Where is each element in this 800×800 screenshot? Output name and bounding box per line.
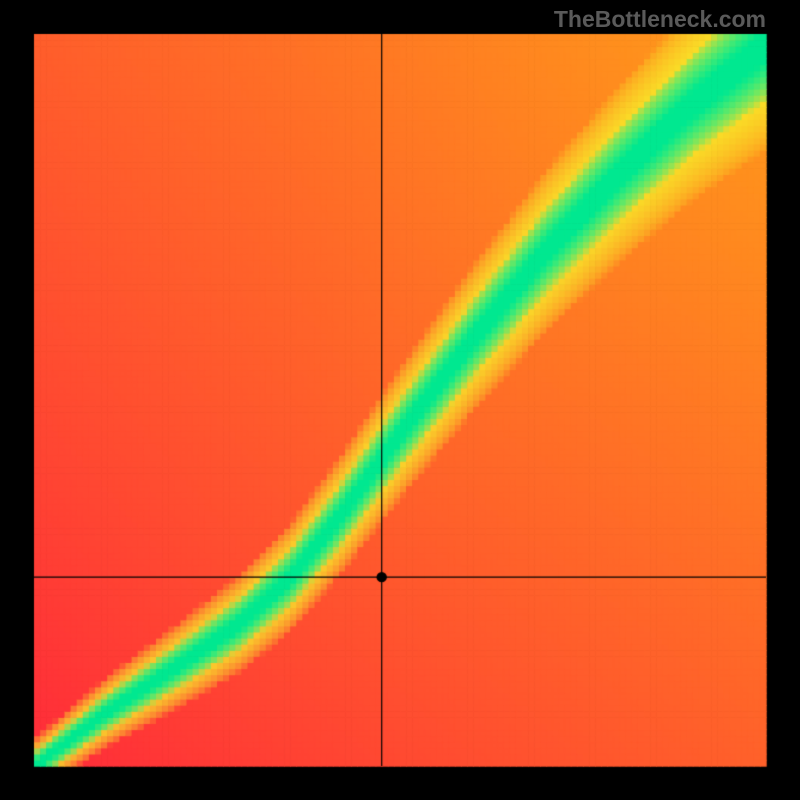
watermark-text: TheBottleneck.com <box>554 6 766 33</box>
bottleneck-heatmap <box>0 0 800 800</box>
root-container: TheBottleneck.com <box>0 0 800 800</box>
